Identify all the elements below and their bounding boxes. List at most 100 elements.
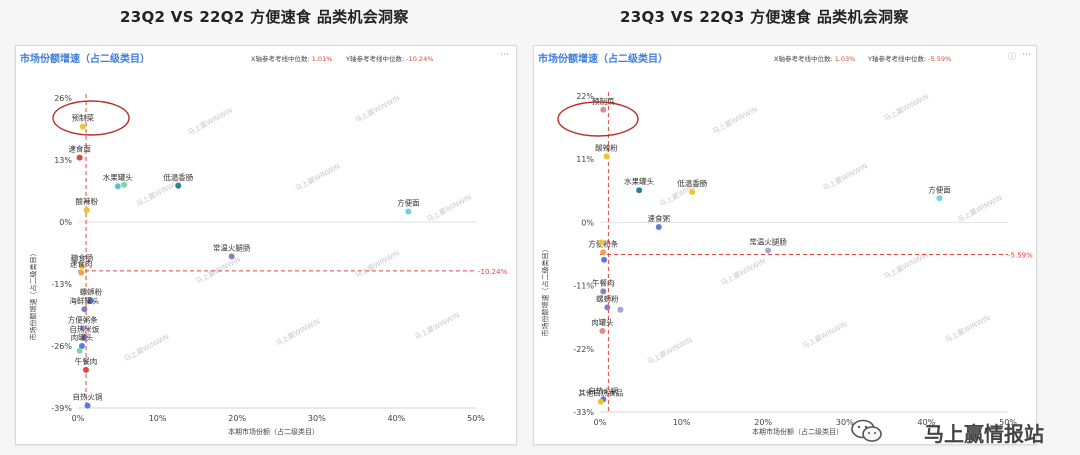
- data-point: [604, 304, 611, 311]
- data-point: [83, 207, 90, 214]
- data-point-label: 方便面: [397, 198, 420, 208]
- watermark-repeat: 马上赢WINWIN: [413, 310, 461, 341]
- y-tick-label: -13%: [51, 280, 72, 289]
- data-point-label: 酸辣粉: [76, 196, 99, 206]
- data-point-label: 肉罐头: [591, 317, 614, 327]
- data-point: [936, 195, 943, 202]
- x-tick-label: 50%: [467, 414, 485, 423]
- x-tick-label: 50%: [999, 418, 1017, 427]
- data-point: [79, 325, 86, 332]
- data-point: [82, 366, 89, 373]
- scatter-panel-right: 市场份额增速（占二级类目） X轴参考考线中位数: 1.03% Y轴参考考线中位数…: [533, 45, 1037, 445]
- scatter-panel-left: 市场份额增速（占二级类目） X轴参考考线中位数: 1.01% Y轴参考考线中位数…: [15, 45, 517, 445]
- more-options-icon[interactable]: ⋯: [500, 50, 509, 60]
- data-point: [689, 188, 696, 195]
- panel-title: 市场份额增速（占二级类目）: [538, 54, 668, 65]
- x-tick-label: 40%: [388, 414, 406, 423]
- y-median-readout: Y轴参考考线中位数: -10.24%: [346, 55, 434, 63]
- data-point: [114, 183, 121, 190]
- data-point: [655, 223, 662, 230]
- x-tick-label: 40%: [918, 418, 936, 427]
- data-point: [78, 343, 85, 349]
- data-point-label: 自热米饭: [69, 324, 99, 334]
- data-point: [78, 263, 85, 270]
- wechat-icon: [851, 419, 882, 442]
- y-median-label: -5.59%: [1008, 252, 1033, 260]
- x-median-readout: X轴参考考线中位数: 1.01%: [251, 55, 333, 63]
- data-point: [597, 398, 604, 405]
- data-point-label: 预制菜: [72, 113, 95, 123]
- watermark-repeat: 马上赢WINWIN: [353, 93, 401, 124]
- y-tick-label: 0%: [59, 218, 72, 227]
- data-point-label: 午餐肉: [592, 277, 615, 287]
- data-point-label: 自热火锅: [588, 385, 618, 395]
- data-point: [78, 269, 85, 276]
- highlight-circle: [52, 100, 130, 136]
- y-tick-label: 0%: [581, 218, 594, 227]
- watermark-repeat: 马上赢WINWIN: [274, 317, 322, 348]
- y-median-readout: Y轴参考考线中位数: -5.59%: [868, 55, 952, 63]
- data-point: [175, 182, 182, 189]
- watermark-repeat: 马上赢WINWIN: [425, 193, 473, 224]
- y-tick-label: 11%: [576, 155, 594, 164]
- data-point-label: 糖食肠: [71, 252, 94, 262]
- y-tick-label: -33%: [573, 408, 594, 417]
- data-point-label: 速食面: [68, 144, 91, 154]
- data-point-label: 螺蛳粉: [596, 293, 619, 303]
- data-point: [600, 249, 607, 256]
- data-point: [603, 153, 610, 160]
- data-point: [84, 402, 91, 409]
- watermark-repeat: 马上赢WINWIN: [882, 92, 930, 123]
- y-median-label: -10.24%: [478, 268, 508, 276]
- panel-header: 市场份额增速（占二级类目） X轴参考考线中位数: 1.03% Y轴参考考线中位数…: [534, 46, 1036, 65]
- data-point-label: 其他自热食品: [578, 388, 623, 398]
- data-point: [76, 154, 83, 161]
- y-tick-label: -11%: [573, 282, 594, 291]
- watermark-repeat: 马上赢WINWIN: [353, 248, 401, 279]
- chart-title-left: 23Q2 VS 22Q2 方便速食 品类机会洞察: [120, 8, 409, 26]
- data-point-label: 自热火锅: [73, 392, 103, 402]
- watermark-repeat: 马上赢WINWIN: [134, 177, 182, 208]
- watermark-repeat: 马上赢WINWIN: [801, 319, 849, 350]
- data-point: [121, 181, 128, 188]
- x-axis-title: 本期市场份额（占二级类目）: [228, 428, 319, 436]
- highlight-circle: [557, 101, 639, 137]
- x-tick-label: 30%: [308, 414, 326, 423]
- y-axis-title: 市场份额增速（占二级类目）: [541, 245, 550, 337]
- more-options-icon[interactable]: ⋯: [1022, 50, 1031, 60]
- x-tick-label: 10%: [673, 418, 691, 427]
- data-point: [636, 187, 643, 194]
- data-point-label: 肉罐头: [71, 332, 94, 342]
- data-point: [600, 106, 607, 113]
- watermark-repeat: 马上赢WINWIN: [821, 161, 869, 192]
- data-point: [76, 347, 83, 354]
- y-tick-label: 13%: [54, 156, 72, 165]
- x-tick-label: 10%: [149, 414, 167, 423]
- x-axis-title: 本期市场份额（占二级类目）: [752, 428, 843, 436]
- data-point-label: 海鲜罐头: [69, 295, 99, 305]
- info-icon[interactable]: ⓘ: [1008, 52, 1016, 61]
- watermark-repeat: 马上赢WINWIN: [944, 313, 992, 344]
- data-point: [598, 239, 605, 246]
- data-point-label: 预制菜: [592, 96, 615, 106]
- panel-header: 市场份额增速（占二级类目） X轴参考考线中位数: 1.01% Y轴参考考线中位数…: [16, 46, 516, 65]
- data-point-label: 低温香肠: [677, 178, 707, 188]
- panel-title: 市场份额增速（占二级类目）: [20, 54, 150, 65]
- data-point-label: 水果罐头: [624, 176, 654, 186]
- data-point: [81, 334, 88, 341]
- data-point-label: 酸辣粉: [595, 142, 618, 152]
- data-point-label: 常温火腿肠: [213, 243, 251, 252]
- x-tick-label: 30%: [836, 418, 854, 427]
- data-point-label: 水果罐头: [103, 172, 133, 182]
- x-tick-label: 20%: [228, 414, 246, 423]
- data-point-label: 方便面: [928, 184, 951, 194]
- data-point: [228, 253, 235, 260]
- y-tick-label: 26%: [54, 94, 72, 103]
- watermark-repeat: 马上赢WINWIN: [646, 335, 694, 366]
- data-point-label: 螺蛳粉: [79, 287, 102, 297]
- x-median-readout: X轴参考考线中位数: 1.03%: [774, 55, 856, 63]
- data-point-label: 低温香肠: [163, 172, 193, 182]
- x-tick-label: 0%: [594, 418, 607, 427]
- scatter-plot: 22%11%0%-11%-22%-33%0% 10% 20% 30% 40% 50%马上赢…: [557, 92, 1033, 427]
- chart-title-right: 23Q3 VS 22Q3 方便速食 品类机会洞察: [620, 8, 909, 26]
